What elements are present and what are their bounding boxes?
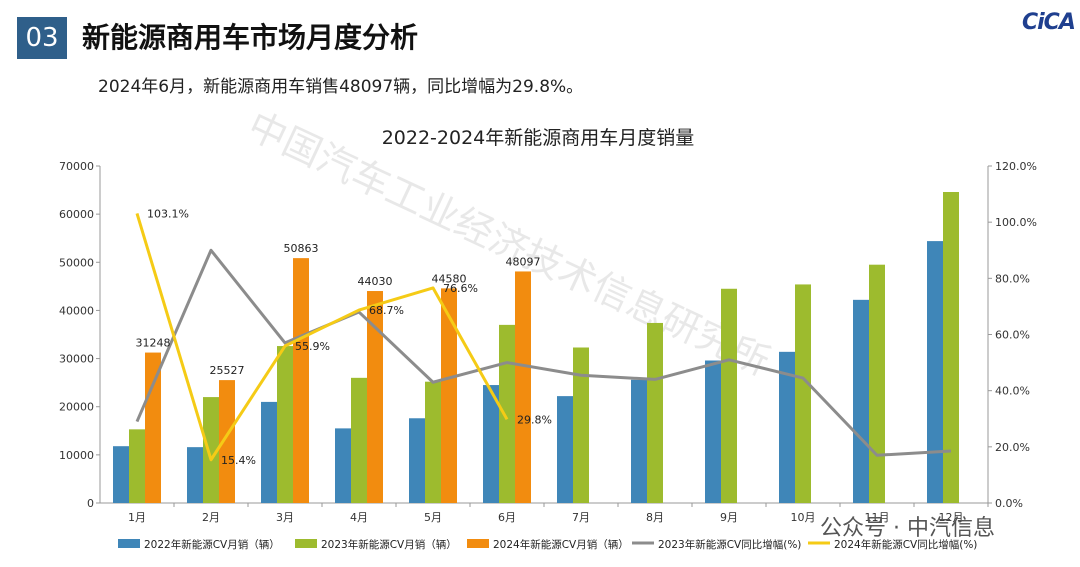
bar-data-label: 25527 <box>210 364 245 377</box>
legend-label: 2024年新能源CV同比增幅(%) <box>834 538 977 551</box>
bar-2024-5 <box>441 288 457 503</box>
bar-2023-4 <box>351 377 367 503</box>
x-tick-label: 9月 <box>720 511 738 524</box>
x-tick-label: 12月 <box>939 511 964 524</box>
cica-logo: CiCA <box>1022 10 1076 44</box>
line-data-label: 15.4% <box>221 454 256 467</box>
x-tick-label: 2月 <box>202 511 220 524</box>
bar-2024-6 <box>515 271 531 503</box>
chart-lines <box>135 213 952 462</box>
y2-tick-label: 0.0% <box>995 497 1023 510</box>
x-tick-label: 11月 <box>865 511 890 524</box>
bar-2023-9 <box>721 288 737 503</box>
bar-2022-7 <box>557 396 573 503</box>
y2-tick-label: 100.0% <box>995 216 1037 229</box>
legend-swatch <box>295 539 317 548</box>
legend-label: 2023年新能源CV同比增幅(%) <box>658 538 801 551</box>
bar-data-label: 50863 <box>284 242 319 255</box>
legend-swatch <box>118 539 140 548</box>
x-tick-label: 7月 <box>572 511 590 524</box>
bar-2023-6 <box>499 324 515 503</box>
y-tick-label: 0 <box>87 497 94 510</box>
bar-2022-10 <box>779 351 795 503</box>
bar-2023-11 <box>869 264 885 503</box>
bar-data-label: 48097 <box>506 255 541 268</box>
bar-2023-1 <box>129 429 145 503</box>
y-tick-label: 10000 <box>59 449 94 462</box>
bar-2022-1 <box>113 446 129 503</box>
summary-text: 2024年6月，新能源商用车销售48097辆，同比增幅为29.8%。 <box>98 77 584 97</box>
x-tick-label: 4月 <box>350 511 368 524</box>
legend-swatch <box>467 539 489 548</box>
logo-text: CiCA <box>1022 10 1076 35</box>
x-tick-label: 6月 <box>498 511 516 524</box>
bar-2023-8 <box>647 322 663 503</box>
bar-2023-2 <box>203 397 219 503</box>
legend-label: 2023年新能源CV月销（辆） <box>321 538 457 551</box>
bar-2024-2 <box>219 380 235 503</box>
bar-2023-12 <box>943 191 959 504</box>
bar-2022-2 <box>187 447 203 503</box>
line-data-label: 29.8% <box>517 413 552 426</box>
bar-2023-3 <box>277 346 293 503</box>
line-series-2024 <box>135 213 509 462</box>
wechat-account-watermark: 公众号 · 中汽信息 <box>820 516 995 541</box>
x-tick-label: 5月 <box>424 511 442 524</box>
y-tick-label: 20000 <box>59 401 94 414</box>
bar-2022-8 <box>631 379 647 503</box>
chart-data-labels: 31248 25527 50863 44030 44580 48097 103.1% 15.4… <box>136 207 552 466</box>
x-tick-label: 10月 <box>791 511 816 524</box>
bar-2022-3 <box>261 401 277 503</box>
x-tick-label: 1月 <box>128 511 146 524</box>
bar-2022-6 <box>483 385 499 503</box>
y2-tick-label: 120.0% <box>995 160 1037 173</box>
bar-2022-9 <box>705 360 721 503</box>
bar-2023-7 <box>573 347 589 503</box>
line-data-label: 76.6% <box>443 282 478 295</box>
line-data-label: 55.9% <box>295 340 330 353</box>
chart-axes: 0 10000 20000 30000 40000 50000 60000 70000 0.0%… <box>59 160 1037 524</box>
bar-data-label: 31248 <box>136 337 171 350</box>
y2-tick-label: 80.0% <box>995 272 1030 285</box>
y-tick-label: 40000 <box>59 304 94 317</box>
bar-2022-11 <box>853 299 869 503</box>
bar-2022-4 <box>335 428 351 503</box>
line-series-2023 <box>135 248 952 457</box>
bar-2022-5 <box>409 418 425 503</box>
page-title: 新能源商用车市场月度分析 <box>82 21 419 54</box>
y-tick-label: 30000 <box>59 353 94 366</box>
bar-2023-10 <box>795 284 811 503</box>
bar-data-label: 44580 <box>432 272 467 285</box>
bar-2022-12 <box>927 241 943 504</box>
chart-bars <box>113 191 959 504</box>
y2-tick-label: 60.0% <box>995 329 1030 342</box>
section-number-badge: 03 <box>17 17 67 59</box>
x-tick-label: 3月 <box>276 511 294 524</box>
y-tick-label: 70000 <box>59 160 94 173</box>
bar-2024-3 <box>293 258 309 503</box>
y-tick-label: 50000 <box>59 256 94 269</box>
line-data-label: 68.7% <box>369 304 404 317</box>
bar-2024-4 <box>367 291 383 503</box>
y-tick-label: 60000 <box>59 208 94 221</box>
bar-2023-5 <box>425 381 441 503</box>
line-data-label: 103.1% <box>147 207 189 220</box>
bar-data-label: 44030 <box>358 275 393 288</box>
chart-title: 2022-2024年新能源商用车月度销量 <box>382 127 695 149</box>
x-tick-label: 8月 <box>646 511 664 524</box>
chart-legend: 2022年新能源CV月销（辆） 2023年新能源CV月销（辆） 2024年新能源CV… <box>118 538 977 551</box>
y2-tick-label: 20.0% <box>995 441 1030 454</box>
y2-tick-label: 40.0% <box>995 385 1030 398</box>
legend-label: 2022年新能源CV月销（辆） <box>144 538 280 551</box>
legend-label: 2024年新能源CV月销（辆） <box>493 538 629 551</box>
